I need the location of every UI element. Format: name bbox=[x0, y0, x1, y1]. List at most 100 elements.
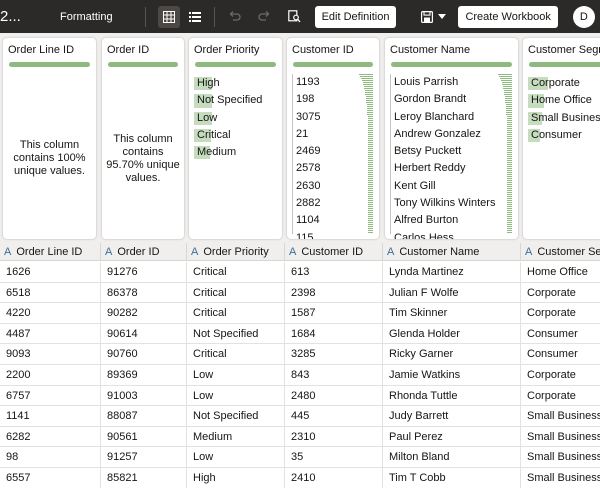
table-cell-customer-name[interactable]: Lynda Martinez bbox=[383, 262, 521, 283]
table-cell-order-id[interactable]: 90561 bbox=[101, 426, 187, 448]
value-item[interactable]: Kent Gill bbox=[394, 179, 436, 192]
column-header-customer-segment[interactable]: A Customer Se bbox=[521, 243, 600, 261]
table-cell-order-priority[interactable]: Low bbox=[187, 385, 285, 407]
table-cell-customer-id[interactable]: 2480 bbox=[285, 385, 383, 407]
category-item[interactable]: Low bbox=[194, 110, 262, 127]
value-item[interactable]: 21 bbox=[296, 127, 309, 140]
redo-icon[interactable] bbox=[255, 6, 275, 28]
table-cell-customer-name[interactable]: Rhonda Tuttle bbox=[383, 385, 521, 407]
table-cell-order-priority[interactable]: Not Specified bbox=[187, 323, 285, 345]
table-cell-customer-segment[interactable]: Corporate bbox=[521, 386, 600, 407]
category-item[interactable]: High bbox=[194, 75, 262, 92]
table-cell-order-id[interactable]: 90760 bbox=[101, 344, 187, 365]
profile-card-order-priority[interactable]: Order Priority High Not Specified Low Cr… bbox=[189, 38, 282, 239]
category-item[interactable]: Consumer bbox=[528, 127, 600, 144]
table-cell-order-line-id[interactable]: 1626 bbox=[0, 262, 101, 283]
value-item[interactable]: Leroy Blanchard bbox=[394, 110, 475, 123]
table-cell-customer-name[interactable]: Judy Barrett bbox=[383, 406, 521, 427]
value-item[interactable]: 2469 bbox=[296, 145, 321, 158]
table-row[interactable]: 9093 90760 Critical 3285 Ricky Garner Consume… bbox=[0, 344, 600, 365]
category-item[interactable]: Critical bbox=[194, 127, 262, 144]
save-icon[interactable] bbox=[420, 6, 434, 28]
table-cell-order-priority[interactable]: Low bbox=[187, 447, 285, 468]
table-cell-customer-segment[interactable]: Small Business bbox=[521, 468, 600, 488]
table-cell-customer-id[interactable]: 613 bbox=[285, 262, 383, 283]
table-cell-customer-segment[interactable]: Consumer bbox=[521, 344, 600, 365]
table-cell-order-line-id[interactable]: 6557 bbox=[0, 468, 101, 488]
value-item[interactable]: Andrew Gonzalez bbox=[394, 127, 481, 140]
profile-card-customer-id[interactable]: Customer ID 1193 198 3075 21 2469 2578 2… bbox=[287, 38, 379, 239]
table-cell-customer-id[interactable]: 2410 bbox=[285, 468, 383, 488]
table-cell-customer-id[interactable]: 3285 bbox=[285, 344, 383, 365]
edit-definition-button[interactable]: Edit Definition bbox=[314, 5, 397, 28]
table-cell-customer-name[interactable]: Ricky Garner bbox=[383, 344, 521, 365]
table-cell-customer-segment[interactable]: Corporate bbox=[521, 283, 600, 304]
table-cell-order-id[interactable]: 91003 bbox=[101, 385, 187, 407]
table-cell-customer-segment[interactable]: Small Business bbox=[521, 406, 600, 427]
table-cell-customer-name[interactable]: Tim T Cobb bbox=[383, 468, 521, 488]
table-row[interactable]: 2200 89369 Low 843 Jamie Watkins Corporate bbox=[0, 365, 600, 386]
table-row[interactable]: 4487 90614 Not Specified 1684 Glenda Holder C… bbox=[0, 323, 600, 345]
table-cell-order-line-id[interactable]: 4220 bbox=[0, 303, 101, 324]
category-item[interactable]: Small Business bbox=[528, 110, 600, 127]
table-cell-customer-id[interactable]: 843 bbox=[285, 365, 383, 386]
table-cell-customer-segment[interactable]: Small Business bbox=[521, 447, 600, 468]
table-row[interactable]: 6557 85821 High 2410 Tim T Cobb Small Busines… bbox=[0, 468, 600, 488]
chevron-down-icon[interactable] bbox=[436, 6, 448, 28]
table-row[interactable]: 6757 91003 Low 2480 Rhonda Tuttle Corporate bbox=[0, 385, 600, 407]
table-cell-order-line-id[interactable]: 2200 bbox=[0, 365, 101, 386]
table-cell-order-id[interactable]: 89369 bbox=[101, 365, 187, 386]
value-item[interactable]: 1193 bbox=[296, 76, 320, 88]
value-item[interactable]: 2578 bbox=[296, 162, 321, 175]
value-item[interactable]: Betsy Puckett bbox=[394, 145, 462, 158]
profile-card-order-id[interactable]: Order ID This column contains 95.70% uni… bbox=[102, 38, 184, 239]
table-cell-order-id[interactable]: 85821 bbox=[101, 468, 187, 488]
list-view-icon[interactable] bbox=[186, 6, 204, 28]
table-row[interactable]: 4220 90282 Critical 1587 Tim Skinner Corporat… bbox=[0, 303, 600, 324]
table-cell-order-line-id[interactable]: 1141 bbox=[0, 406, 101, 427]
category-item[interactable]: Home Office bbox=[528, 92, 600, 109]
table-cell-order-id[interactable]: 91276 bbox=[101, 262, 187, 283]
value-item[interactable]: 198 bbox=[296, 93, 315, 106]
value-item[interactable]: 2882 bbox=[296, 197, 321, 210]
formatting-tab[interactable]: Formatting bbox=[60, 10, 113, 23]
column-header-order-line-id[interactable]: A Order Line ID bbox=[0, 243, 101, 261]
table-cell-order-priority[interactable]: Not Specified bbox=[187, 406, 285, 427]
profile-card-order-line-id[interactable]: Order Line ID This column contains 100% … bbox=[3, 38, 96, 239]
value-item[interactable]: 1104 bbox=[296, 214, 320, 227]
table-cell-order-id[interactable]: 86378 bbox=[101, 282, 187, 304]
column-header-customer-name[interactable]: A Customer Name bbox=[383, 243, 521, 261]
table-cell-order-line-id[interactable]: 6518 bbox=[0, 282, 101, 304]
table-cell-order-priority[interactable]: Critical bbox=[187, 262, 285, 283]
table-cell-order-priority[interactable]: Critical bbox=[187, 303, 285, 324]
table-cell-order-priority[interactable]: High bbox=[187, 468, 285, 488]
table-cell-customer-segment[interactable]: Home Office bbox=[521, 262, 600, 283]
table-cell-order-priority[interactable]: Low bbox=[187, 365, 285, 386]
category-item[interactable]: Medium bbox=[194, 144, 262, 161]
table-cell-customer-id[interactable]: 445 bbox=[285, 406, 383, 427]
table-cell-order-line-id[interactable]: 6757 bbox=[0, 385, 101, 407]
table-cell-customer-id[interactable]: 1684 bbox=[285, 323, 383, 345]
value-item[interactable]: Alfred Burton bbox=[394, 214, 459, 227]
table-cell-order-priority[interactable]: Critical bbox=[187, 282, 285, 304]
table-cell-order-id[interactable]: 91257 bbox=[101, 447, 187, 468]
table-cell-customer-id[interactable]: 35 bbox=[285, 447, 383, 468]
table-cell-order-id[interactable]: 88087 bbox=[101, 406, 187, 427]
value-item[interactable]: Gordon Brandt bbox=[394, 93, 467, 106]
category-item[interactable]: Not Specified bbox=[194, 92, 262, 109]
profile-card-customer-segment[interactable]: Customer Segm Corporate Home Office Smal… bbox=[523, 38, 600, 239]
value-item[interactable]: Louis Parrish bbox=[394, 76, 459, 88]
table-cell-customer-name[interactable]: Jamie Watkins bbox=[383, 365, 521, 386]
table-cell-order-id[interactable]: 90614 bbox=[101, 323, 187, 345]
table-row[interactable]: 1626 91276 Critical 613 Lynda Martinez Home O… bbox=[0, 262, 600, 283]
column-header-customer-id[interactable]: A Customer ID bbox=[285, 243, 383, 261]
value-item[interactable]: Herbert Reddy bbox=[394, 162, 466, 175]
table-cell-customer-segment[interactable]: Corporate bbox=[521, 365, 600, 386]
table-cell-customer-id[interactable]: 1587 bbox=[285, 303, 383, 324]
table-cell-customer-segment[interactable]: Small Business bbox=[521, 427, 600, 448]
table-cell-customer-segment[interactable]: Consumer bbox=[521, 324, 600, 345]
table-cell-order-line-id[interactable]: 98 bbox=[0, 447, 101, 468]
value-item[interactable]: 3075 bbox=[296, 110, 321, 123]
table-row[interactable]: 1141 88087 Not Specified 445 Judy Barrett Sma… bbox=[0, 406, 600, 427]
value-item[interactable]: 115 bbox=[296, 231, 314, 239]
